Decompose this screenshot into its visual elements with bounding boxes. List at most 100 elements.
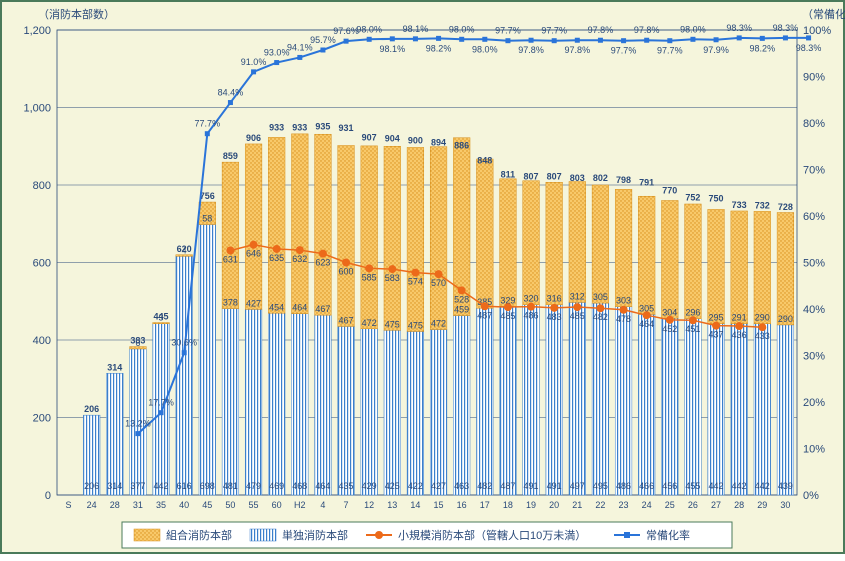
top-value-label: 472: [431, 319, 446, 329]
blue-value-label: 97.7%: [495, 26, 521, 36]
x-tick-label: 27: [711, 500, 721, 510]
orange-value-label: 583: [385, 273, 400, 283]
blue-value-label: 98.3%: [773, 23, 799, 33]
x-tick-label: 19: [526, 500, 536, 510]
orange-value-label: 437: [709, 330, 724, 340]
orange-marker: [388, 265, 396, 273]
x-tick-label: 23: [619, 500, 629, 510]
blue-value-label: 98.0%: [449, 24, 475, 34]
total-value-label: 859: [223, 151, 238, 161]
orange-marker: [666, 316, 674, 324]
legend-label: 組合消防本部: [166, 528, 232, 542]
x-tick-label: 20: [549, 500, 559, 510]
x-tick-label: 15: [434, 500, 444, 510]
blue-marker: [344, 39, 349, 44]
bottom-value-label: 491: [547, 481, 562, 491]
top-value-label: 291: [732, 313, 747, 323]
blue-value-label: 97.8%: [588, 25, 614, 35]
bottom-value-label: 314: [107, 481, 122, 491]
bar-bottom: [268, 313, 285, 495]
x-tick-label: 29: [757, 500, 767, 510]
total-value-label: 803: [570, 173, 585, 183]
bar-bottom: [384, 330, 401, 495]
bottom-value-label: 206: [84, 481, 99, 491]
bottom-value-label: 442: [755, 481, 770, 491]
x-tick-label: 31: [133, 500, 143, 510]
bottom-value-label: 468: [292, 481, 307, 491]
blue-marker: [367, 37, 372, 42]
x-tick-label: 28: [734, 500, 744, 510]
top-value-label: 4: [182, 245, 187, 255]
x-tick-label: 21: [572, 500, 582, 510]
bar-top: [476, 159, 493, 308]
bottom-value-label: 422: [408, 481, 423, 491]
blue-value-label: 77.7%: [195, 119, 221, 129]
blue-marker: [413, 36, 418, 41]
bottom-value-label: 429: [362, 481, 377, 491]
blue-value-label: 97.8%: [565, 45, 591, 55]
bar-top: [708, 209, 725, 323]
orange-marker: [250, 241, 258, 249]
blue-value-label: 97.7%: [657, 46, 683, 56]
bottom-value-label: 497: [570, 481, 585, 491]
bottom-value-label: 479: [246, 481, 261, 491]
blue-value-label: 98.1%: [380, 44, 406, 54]
top-value-label: 459: [454, 305, 469, 315]
bottom-value-label: 482: [477, 481, 492, 491]
x-tick-label: 40: [179, 500, 189, 510]
blue-marker: [760, 36, 765, 41]
blue-marker: [644, 38, 649, 43]
blue-marker: [737, 35, 742, 40]
bar-bottom: [106, 373, 123, 495]
left-tick-label: 1,000: [23, 103, 51, 115]
total-value-label: 894: [431, 138, 446, 148]
blue-value-label: 97.7%: [611, 46, 637, 56]
blue-value-label: 98.0%: [356, 24, 382, 34]
x-tick-label: 22: [595, 500, 605, 510]
x-tick-label: 18: [503, 500, 513, 510]
blue-value-label: 98.2%: [750, 43, 776, 53]
bottom-value-label: 698: [200, 481, 215, 491]
total-value-label: 900: [408, 135, 423, 145]
orange-value-label: 436: [732, 330, 747, 340]
blue-value-label: 97.9%: [703, 45, 729, 55]
blue-marker: [205, 131, 210, 136]
bar-top: [754, 211, 771, 323]
right-tick-label: 50%: [803, 258, 825, 270]
orange-value-label: 528: [454, 294, 469, 304]
bar-top: [661, 201, 678, 319]
blue-marker: [436, 36, 441, 41]
blue-marker: [575, 38, 580, 43]
bottom-value-label: 456: [662, 481, 677, 491]
x-tick-label: 25: [665, 500, 675, 510]
orange-value-label: 464: [639, 319, 654, 329]
blue-marker: [621, 38, 626, 43]
bar-top: [731, 211, 748, 324]
bottom-value-label: 469: [269, 481, 284, 491]
x-tick-label: 60: [272, 500, 282, 510]
x-tick-label: 13: [387, 500, 397, 510]
blue-value-label: 93.0%: [264, 48, 290, 58]
blue-value-label: 97.8%: [518, 45, 544, 55]
x-tick-label: 26: [688, 500, 698, 510]
orange-marker: [689, 316, 697, 324]
blue-value-label: 98.2%: [426, 43, 452, 53]
orange-value-label: 482: [593, 312, 608, 322]
x-tick-label: H2: [294, 500, 306, 510]
top-value-label: 454: [269, 302, 284, 312]
top-value-label: 427: [246, 298, 261, 308]
bottom-value-label: 435: [339, 481, 354, 491]
bar-bottom: [500, 306, 517, 495]
blue-marker: [320, 47, 325, 52]
bar-bottom: [153, 324, 170, 495]
orange-marker: [435, 270, 443, 278]
orange-marker: [758, 323, 766, 331]
bar-bottom: [731, 324, 748, 495]
blue-marker: [251, 69, 256, 74]
bar-bottom: [638, 314, 655, 495]
orange-marker: [550, 304, 558, 312]
right-tick-label: 0%: [803, 490, 819, 502]
orange-value-label: 635: [269, 253, 284, 263]
x-tick-label: 28: [110, 500, 120, 510]
blue-value-label: 98.0%: [472, 44, 498, 54]
